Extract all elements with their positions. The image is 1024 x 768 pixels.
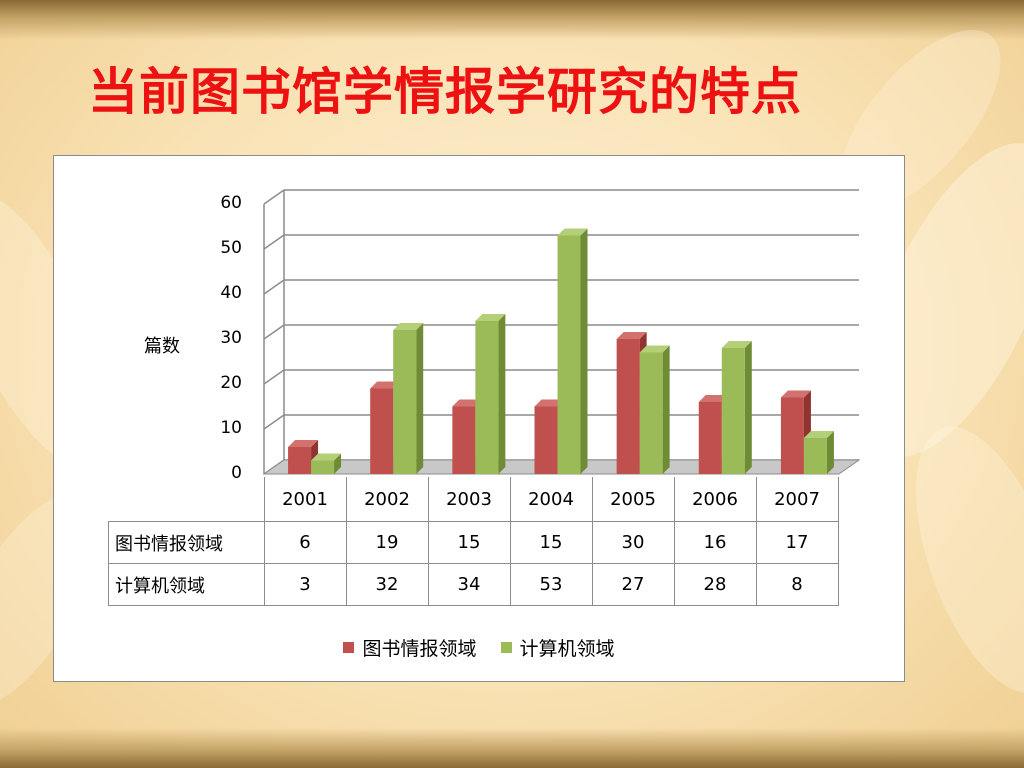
value-cell: 30 [591, 521, 675, 564]
bar-chart [262, 189, 861, 475]
bottom-decor-band [0, 728, 1024, 768]
value-cell: 19 [345, 521, 429, 564]
bar-series1 [370, 388, 394, 474]
gridline-side [263, 189, 285, 205]
year-cell: 2004 [509, 477, 593, 522]
bar-top-series2 [311, 453, 342, 461]
y-tick-label: 50 [220, 238, 242, 258]
bar-top-series1 [534, 399, 565, 407]
bar-top-series2 [639, 345, 670, 353]
value-cell: 53 [509, 563, 593, 606]
value-cell: 8 [755, 563, 839, 606]
chart-legend: 图书情报领域 计算机领域 [54, 634, 904, 661]
bar-top-series2 [393, 323, 424, 330]
bar-series1 [780, 397, 804, 474]
y-tick-label: 60 [220, 193, 242, 213]
bar-series2 [475, 321, 499, 474]
bar-side-series2 [580, 228, 588, 474]
year-cell: 2003 [427, 477, 511, 522]
chart-panel: 篇数 0 10 20 30 40 50 60 2001 2002 2003 2004 200… [53, 155, 905, 682]
legend-label-series1: 图书情报领域 [362, 638, 477, 660]
bar-top-series2 [475, 314, 506, 321]
series2-row-header: 计算机领域 [108, 563, 265, 606]
bar-series2 [721, 348, 745, 474]
value-cell: 16 [673, 521, 757, 564]
y-tick-label: 20 [220, 373, 242, 393]
series1-row-header: 图书情报领域 [108, 521, 265, 564]
y-tick-label: 40 [220, 283, 242, 303]
y-tick-label: 0 [231, 463, 242, 483]
year-cell: 2002 [345, 477, 429, 522]
bar-top-series1 [370, 381, 401, 389]
year-cell: 2005 [591, 477, 675, 522]
bar-series1 [288, 447, 312, 474]
bar-series1 [534, 406, 558, 474]
bar-top-series1 [616, 332, 647, 339]
bar-top-series1 [288, 440, 319, 447]
bar-top-series2 [803, 431, 834, 438]
legend-item-series1: 图书情报领域 [343, 634, 477, 661]
value-cell: 15 [427, 521, 511, 564]
year-cell: 2001 [263, 477, 347, 522]
bar-top-series1 [452, 399, 483, 407]
bar-top-series2 [721, 341, 752, 348]
gridline-side [263, 234, 285, 250]
bar-side-series2 [498, 314, 506, 474]
table-row-years: 2001 2002 2003 2004 2005 2006 2007 [109, 477, 839, 522]
bar-series1 [698, 402, 722, 474]
gridline-side [263, 414, 285, 430]
bar-series1 [616, 339, 640, 474]
top-decor-band [0, 0, 1024, 40]
value-cell: 34 [427, 563, 511, 606]
value-cell: 32 [345, 563, 429, 606]
legend-swatch-series2 [500, 642, 512, 653]
table-row-series2: 计算机领域 3 32 34 53 27 28 8 [108, 563, 839, 606]
bar-top-series1 [780, 390, 811, 398]
value-cell: 3 [263, 563, 347, 606]
bar-series2 [311, 460, 335, 474]
gridline-side [263, 324, 285, 340]
bar-series2 [393, 330, 417, 474]
bar-side-series2 [416, 323, 424, 474]
legend-label-series2: 计算机领域 [519, 638, 615, 660]
slide-title: 当前图书馆学情报学研究的特点 [88, 62, 802, 121]
y-axis-label: 篇数 [144, 336, 180, 357]
y-tick-label: 30 [220, 328, 242, 348]
legend-swatch-series1 [343, 642, 355, 653]
gridline-side [263, 279, 285, 295]
year-cell: 2006 [673, 477, 757, 522]
table-corner [109, 477, 265, 522]
value-cell: 17 [755, 521, 839, 564]
value-cell: 6 [263, 521, 347, 564]
data-table: 2001 2002 2003 2004 2005 2006 2007 图书情报领… [108, 477, 839, 606]
value-cell: 15 [509, 521, 593, 564]
year-cell: 2007 [755, 477, 839, 522]
bar-side-series2 [826, 431, 834, 474]
y-tick-label: 10 [220, 418, 242, 438]
gridline-side [263, 369, 285, 385]
table-row-series1: 图书情报领域 6 19 15 15 30 16 17 [108, 521, 839, 564]
value-cell: 28 [673, 563, 757, 606]
bar-series2 [557, 235, 581, 474]
bar-top-series1 [698, 395, 729, 402]
bar-top-series2 [557, 228, 588, 236]
value-cell: 27 [591, 563, 675, 606]
bar-series2 [639, 352, 663, 474]
bar-series2 [803, 438, 827, 474]
bar-side-series2 [744, 341, 752, 474]
bar-side-series2 [334, 453, 342, 474]
bar-series1 [452, 406, 476, 474]
legend-item-series2: 计算机领域 [500, 634, 615, 661]
bar-side-series2 [662, 345, 670, 474]
